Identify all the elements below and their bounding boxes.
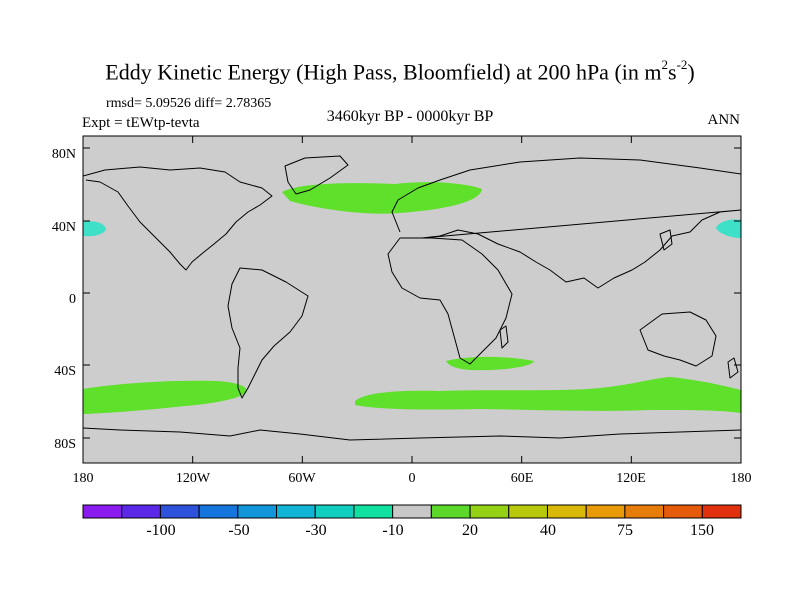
anomaly-south-atlantic — [446, 356, 534, 371]
coast-greenland — [284, 155, 349, 195]
colorbar-labels: -100 -50 -30 -10 20 40 75 150 — [146, 522, 714, 539]
colorbar-label: 75 — [617, 522, 633, 539]
lon-tick-labels: 180 120W 60W 0 60E 120E 180 — [73, 471, 752, 486]
lon-tick-label: 0 — [409, 471, 416, 486]
colorbar-label: 150 — [690, 522, 714, 539]
coastlines — [83, 155, 741, 441]
colorbar — [82, 504, 742, 519]
colorbar-swatch — [159, 504, 200, 519]
colorbar-swatch — [237, 504, 278, 519]
lat-tick-label: 80S — [54, 437, 76, 452]
experiment-label: Expt = tEWtp-tevta — [82, 115, 200, 131]
colorbar-swatch — [546, 504, 587, 519]
anomaly-south-pacific — [83, 380, 247, 414]
lon-tick-label: 60E — [511, 471, 534, 486]
colorbar-swatch — [508, 504, 548, 519]
axis-tick-marks — [82, 136, 742, 463]
negative-anomaly-regions — [83, 219, 741, 238]
season-label: ANN — [707, 112, 741, 128]
coast-eurasia — [391, 157, 741, 289]
lat-tick-label: 0 — [69, 292, 76, 307]
colorbar-swatch — [663, 504, 703, 519]
colorbar-label: -10 — [382, 522, 403, 539]
coast-north-america — [83, 166, 273, 271]
colorbar-label: 40 — [540, 522, 556, 539]
anomaly-west-pacific-west — [83, 221, 106, 237]
coast-africa — [387, 237, 513, 365]
stats-label: rmsd= 5.09526 diff= 2.78365 — [106, 96, 272, 111]
colorbar-swatch — [430, 504, 471, 519]
colorbar-swatch — [276, 504, 316, 519]
lon-tick-label: 180 — [73, 471, 94, 486]
colorbar-label: 20 — [462, 522, 478, 539]
colorbar-swatch — [585, 504, 626, 519]
colorbar-swatch — [624, 504, 665, 519]
coast-south-america — [227, 267, 309, 399]
coast-japan — [659, 229, 673, 251]
lat-tick-label: 40N — [52, 220, 76, 235]
lat-tick-label: 80N — [52, 147, 76, 162]
coast-antarctica — [83, 427, 741, 441]
coast-new-zealand — [727, 357, 739, 379]
colorbar-label: -50 — [228, 522, 249, 539]
lon-tick-label: 60W — [288, 471, 316, 486]
period-label: 3460kyr BP - 0000kyr BP — [326, 108, 494, 125]
colorbar-swatch — [198, 504, 239, 519]
anomaly-north-atlantic — [282, 182, 482, 214]
lat-tick-labels: 80N 40N 0 40S 80S — [52, 147, 76, 452]
lon-tick-label: 120W — [176, 471, 211, 486]
coast-australia — [639, 311, 717, 367]
positive-anomaly-regions — [83, 182, 741, 414]
colorbar-swatch — [314, 504, 355, 519]
colorbar-swatch — [121, 504, 161, 519]
anomaly-west-pacific-east — [716, 219, 741, 238]
coast-madagascar — [499, 325, 509, 349]
colorbar-swatch — [469, 504, 510, 519]
colorbar-swatch — [392, 504, 432, 519]
lat-tick-label: 40S — [54, 364, 76, 379]
map-content — [83, 155, 741, 441]
colorbar-label: -100 — [146, 522, 175, 539]
colorbar-swatch — [82, 504, 123, 519]
colorbar-label: -30 — [305, 522, 326, 539]
colorbar-swatch — [701, 504, 742, 519]
lon-tick-label: 120E — [616, 471, 646, 486]
map-title: Eddy Kinetic Energy (High Pass, Bloomfie… — [105, 57, 695, 85]
colorbar-swatch — [353, 504, 394, 519]
anomaly-southern-ocean — [355, 377, 741, 413]
lon-tick-label: 180 — [731, 471, 752, 486]
